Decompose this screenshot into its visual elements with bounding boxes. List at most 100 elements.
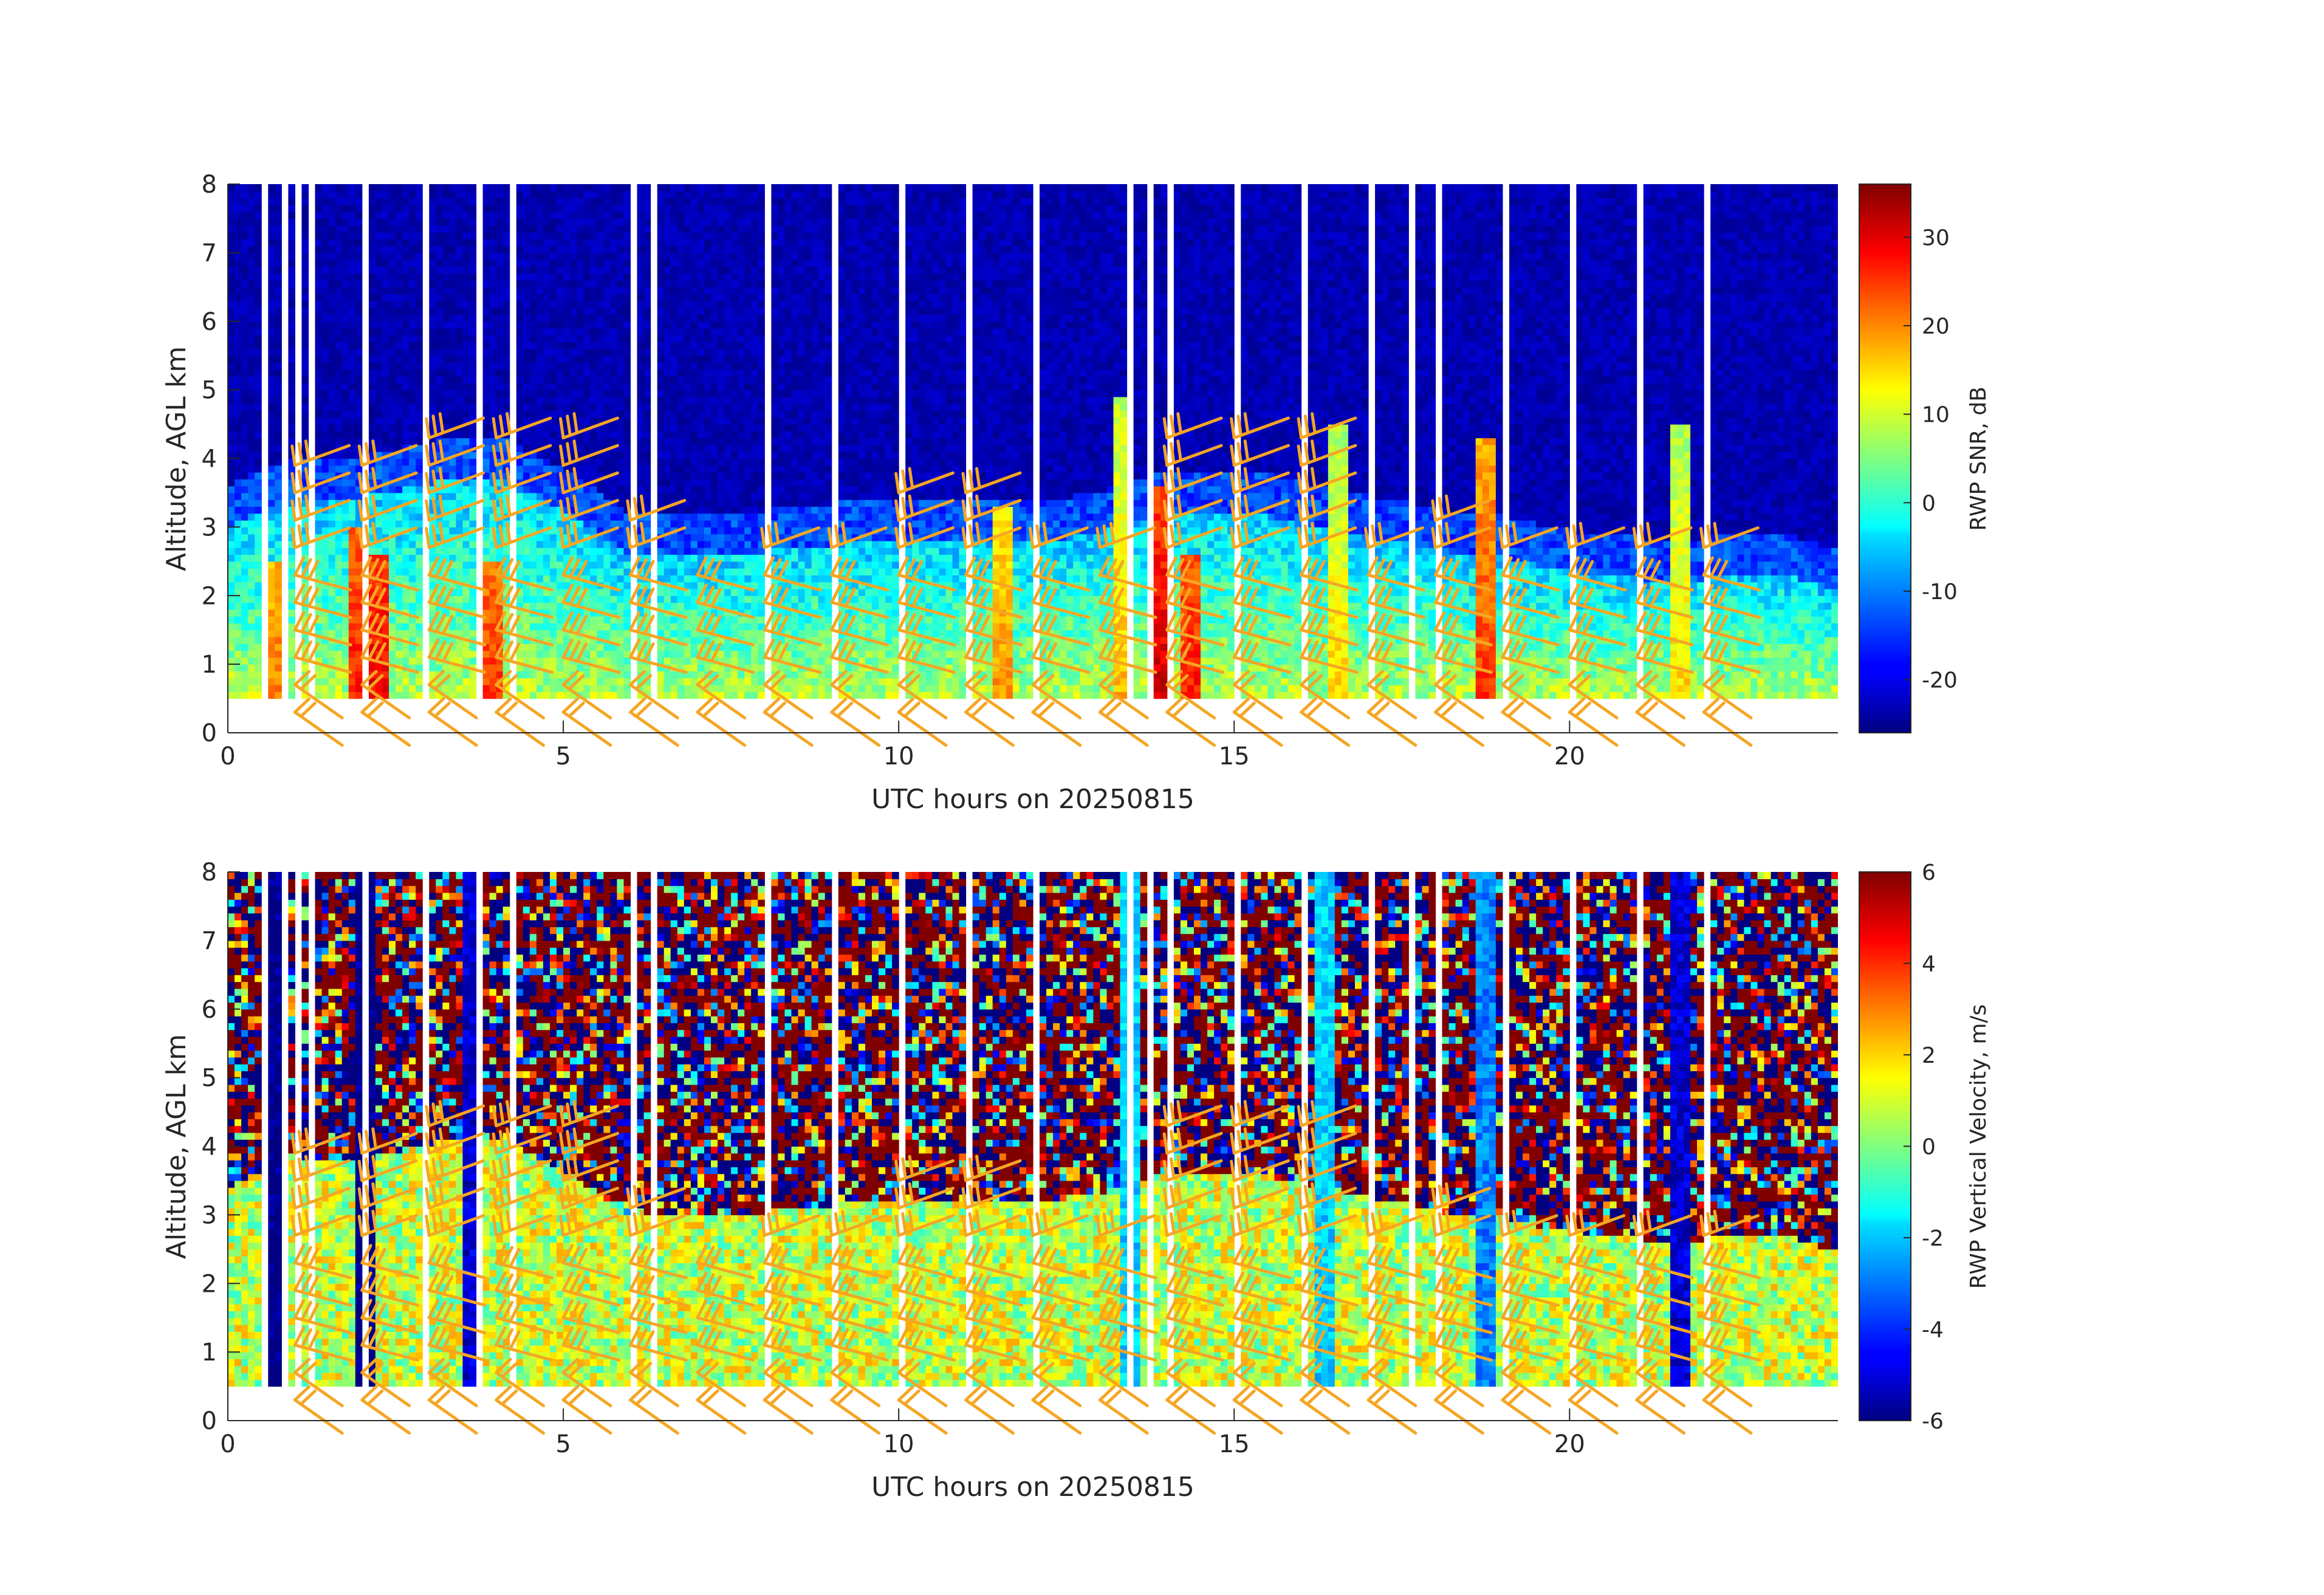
heatmap-cell [536, 335, 544, 343]
heatmap-cell [623, 245, 631, 253]
heatmap-cell [288, 437, 295, 445]
heatmap-cell [738, 417, 745, 425]
heatmap-cell [442, 273, 450, 281]
heatmap-cell [402, 341, 410, 349]
heatmap-cell [697, 383, 705, 391]
heatmap-cell [241, 527, 249, 535]
heatmap-cell [462, 533, 470, 541]
heatmap-cell [577, 369, 584, 377]
heatmap-cell [416, 314, 423, 322]
heatmap-cell [469, 314, 477, 322]
heatmap-cell [228, 506, 235, 514]
heatmap-cell [610, 547, 617, 555]
heatmap-cell [623, 197, 631, 205]
heatmap-cell [684, 547, 691, 555]
heatmap-cell [557, 629, 564, 637]
heatmap-cell [402, 650, 410, 658]
heatmap-cell [590, 273, 597, 281]
heatmap-cell [328, 499, 336, 507]
heatmap-cell [462, 458, 470, 466]
heatmap-cell [335, 643, 343, 651]
heatmap-cell [341, 204, 349, 212]
heatmap-cell [697, 472, 705, 479]
heatmap-cell [697, 410, 705, 418]
heatmap-cell [603, 554, 611, 562]
heatmap-cell [643, 499, 651, 507]
heatmap-cell [643, 492, 651, 500]
heatmap-cell [724, 314, 732, 322]
heatmap-cell [663, 568, 671, 575]
heatmap-cell [583, 280, 591, 287]
heatmap-cell [268, 685, 275, 692]
heatmap-cell [623, 609, 631, 617]
heatmap-cell [389, 671, 396, 679]
heatmap-cell [738, 650, 745, 658]
heatmap-cell [557, 273, 564, 281]
heatmap-cell [241, 396, 249, 404]
heatmap-cell [704, 581, 711, 589]
heatmap-cell [328, 293, 336, 301]
heatmap-cell [637, 437, 645, 445]
heatmap-cell [449, 637, 456, 644]
heatmap-cell [288, 383, 295, 391]
heatmap-cell [623, 293, 631, 301]
heatmap-cell [643, 437, 651, 445]
heatmap-cell [321, 341, 329, 349]
heatmap-cell [657, 197, 665, 205]
heatmap-cell [396, 437, 403, 445]
heatmap-cell [328, 252, 336, 260]
heatmap-cell [469, 561, 477, 569]
heatmap-cell [241, 273, 249, 281]
heatmap-cell [375, 417, 383, 425]
heatmap-cell [603, 485, 611, 493]
heatmap-cell [429, 609, 436, 617]
heatmap-cell [550, 266, 557, 274]
heatmap-cell [382, 485, 389, 493]
heatmap-cell [603, 595, 611, 603]
heatmap-cell [738, 527, 745, 535]
heatmap-cell [523, 341, 530, 349]
heatmap-cell [697, 664, 705, 671]
heatmap-cell [429, 451, 436, 459]
heatmap-cell [456, 677, 463, 685]
heatmap-cell [429, 506, 436, 514]
heatmap-cell [416, 218, 423, 226]
heatmap-cell [557, 492, 564, 500]
heatmap-cell [643, 204, 651, 212]
heatmap-cell [590, 520, 597, 527]
heatmap-cell [456, 637, 463, 644]
heatmap-cell [268, 595, 275, 603]
heatmap-cell [275, 239, 282, 247]
heatmap-cell [462, 492, 470, 500]
heatmap-cell [409, 328, 416, 335]
heatmap-cell [235, 506, 242, 514]
heatmap-cell [597, 383, 604, 391]
heatmap-cell [704, 664, 711, 671]
heatmap-cell [731, 650, 738, 658]
heatmap-cell [570, 643, 577, 651]
heatmap-cell [643, 328, 651, 335]
heatmap-cell [570, 403, 577, 411]
heatmap-cell [268, 300, 275, 308]
heatmap-cell [623, 341, 631, 349]
heatmap-cell [523, 575, 530, 583]
heatmap-cell [711, 314, 718, 322]
heatmap-cell [543, 280, 550, 287]
heatmap-cell [235, 218, 242, 226]
heatmap-cell [489, 239, 497, 247]
heatmap-cell [328, 643, 336, 651]
heatmap-cell [690, 671, 698, 679]
heatmap-cell [590, 410, 597, 418]
heatmap-cell [288, 362, 295, 370]
heatmap-cell [637, 616, 645, 623]
heatmap-cell [536, 307, 544, 315]
heatmap-cell [731, 465, 738, 473]
heatmap-cell [402, 328, 410, 335]
heatmap-cell [315, 225, 323, 233]
heatmap-cell [328, 383, 336, 391]
heatmap-cell [583, 629, 591, 637]
heatmap-cell [731, 403, 738, 411]
heatmap-cell [341, 383, 349, 391]
heatmap-cell [731, 218, 738, 226]
